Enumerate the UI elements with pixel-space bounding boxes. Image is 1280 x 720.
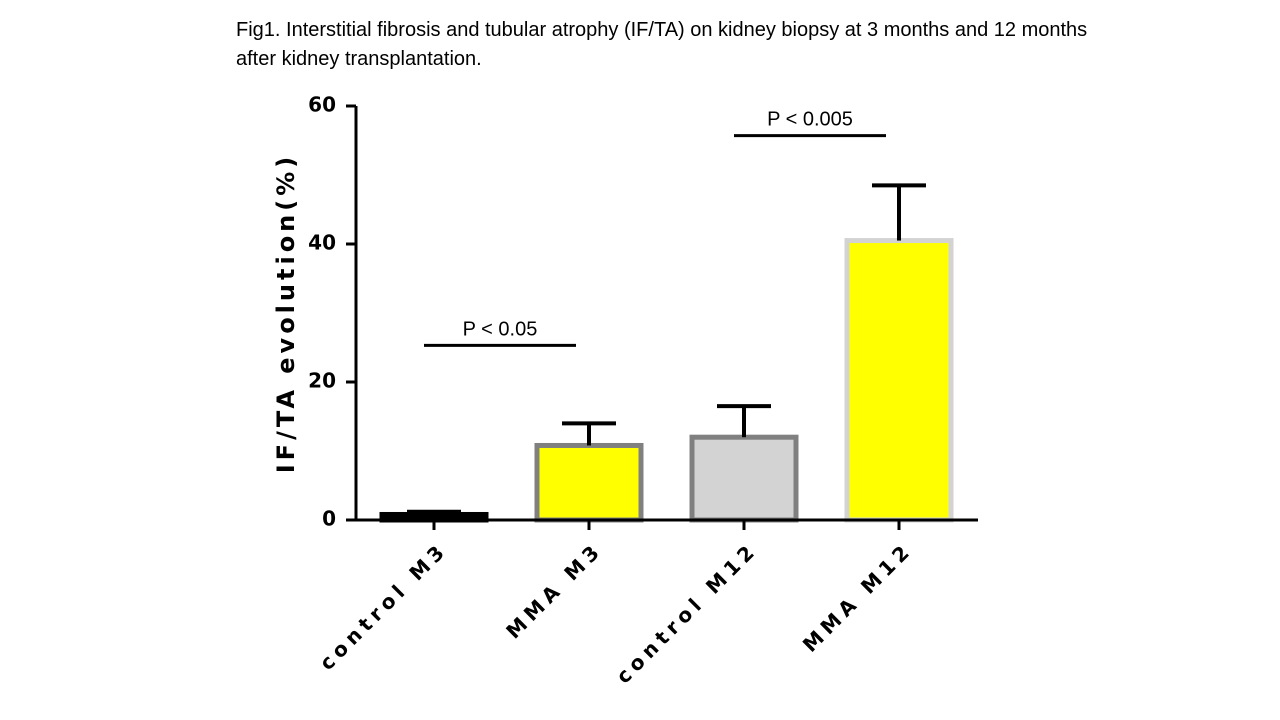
y-tick-label-1: 20	[308, 369, 336, 393]
significance-label-0: P < 0.05	[463, 318, 538, 340]
significance-label-1: P < 0.005	[767, 109, 853, 131]
bar-2	[689, 434, 799, 523]
x-tick-label-3: MMA M12	[798, 537, 917, 656]
bar-1	[534, 442, 644, 523]
x-tick-label-0: control M3	[315, 537, 453, 675]
y-tick-label-3: 60	[308, 93, 336, 117]
x-tick-label-1: MMA M3	[501, 537, 607, 643]
y-tick-label-0: 0	[322, 507, 336, 531]
y-tick-label-2: 40	[308, 231, 336, 255]
figure-caption: Fig1. Interstitial fibrosis and tubular …	[236, 19, 1088, 70]
plot-area: 0 20 40 60 control M3 MMA M3 control M12 MMA M1…	[308, 93, 978, 688]
y-axis-label: IF/TA evolution(%)	[272, 153, 300, 474]
x-tick-label-2: control M12	[611, 537, 762, 688]
bar-3	[844, 238, 954, 523]
